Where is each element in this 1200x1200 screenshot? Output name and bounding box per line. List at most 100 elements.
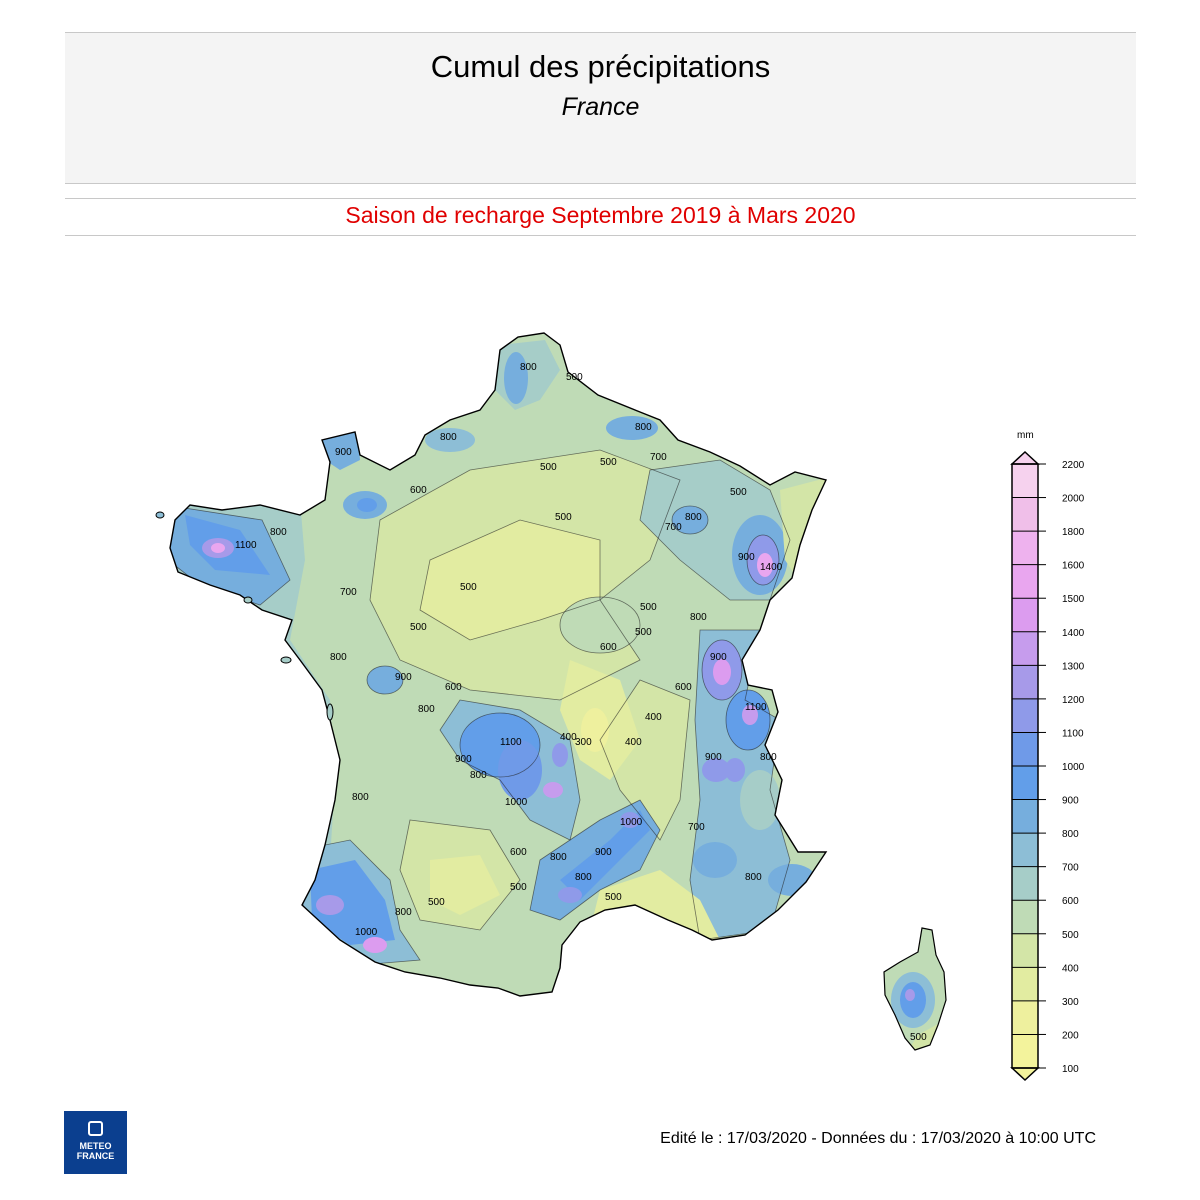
legend-color-band xyxy=(1012,1000,1038,1035)
contour-label: 500 xyxy=(510,882,527,893)
contour-label: 800 xyxy=(690,612,707,623)
legend-color-band xyxy=(1012,933,1038,968)
contour-label: 900 xyxy=(705,752,722,763)
legend-color-band xyxy=(1012,866,1038,901)
contour-label: 900 xyxy=(738,552,755,563)
legend-tick-label: 1600 xyxy=(1062,561,1085,572)
legend-color-band xyxy=(1012,698,1038,733)
legend-tick-label: 200 xyxy=(1062,1030,1079,1041)
legend-color-band xyxy=(1012,531,1038,566)
legend-top-arrow xyxy=(1010,450,1040,465)
contour-label: 1000 xyxy=(620,817,643,828)
contour-label: 500 xyxy=(460,582,477,593)
period-label: Saison de recharge Septembre 2019 à Mars… xyxy=(345,202,856,228)
legend-tick-label: 500 xyxy=(1062,930,1079,941)
legend-color-band xyxy=(1012,732,1038,767)
legend-tick-label: 700 xyxy=(1062,863,1079,874)
contour-label: 800 xyxy=(352,792,369,803)
legend-bottom-arrow xyxy=(1010,1067,1040,1082)
contour-label: 600 xyxy=(410,485,427,496)
contour-label: 400 xyxy=(560,732,577,743)
contour-label: 500 xyxy=(910,1032,927,1043)
legend-color-band xyxy=(1012,766,1038,801)
contour-label: 800 xyxy=(760,752,777,763)
contour-label: 700 xyxy=(688,822,705,833)
contour-label: 700 xyxy=(665,522,682,533)
contour-label: 500 xyxy=(566,372,583,383)
map-subtitle: France xyxy=(561,93,640,121)
contour-label: 1000 xyxy=(505,797,528,808)
contour-label: 500 xyxy=(410,622,427,633)
legend-ticks: 2200 2000 1800 1600 1500 1400 1300 1200 1100 1000… xyxy=(1012,460,1085,1075)
legend-tick-label: 1500 xyxy=(1062,594,1085,605)
contour-label: 800 xyxy=(550,852,567,863)
legend-tick-label: 1300 xyxy=(1062,661,1085,672)
contour-label: 900 xyxy=(395,672,412,683)
logo-text: METEO FRANCE xyxy=(76,1141,115,1161)
contour-label: 1100 xyxy=(745,702,767,713)
contour-label: 800 xyxy=(395,907,412,918)
legend-tick-label: 2000 xyxy=(1062,494,1085,505)
contour-label: 800 xyxy=(635,422,652,433)
contour-label: 500 xyxy=(540,462,557,473)
contour-label: 800 xyxy=(418,704,435,715)
contour-label: 800 xyxy=(745,872,762,883)
legend-color-band xyxy=(1012,1034,1038,1069)
legend-tick-label: 900 xyxy=(1062,796,1079,807)
contour-label: 900 xyxy=(710,652,727,663)
contour-label: 900 xyxy=(455,754,472,765)
legend-tick-label: 600 xyxy=(1062,896,1079,907)
legend-color-band xyxy=(1012,564,1038,599)
contour-label: 1100 xyxy=(500,737,522,748)
contour-label: 400 xyxy=(645,712,662,723)
contour-label: 1000 xyxy=(355,927,378,938)
edit-info: Edité le : 17/03/2020 - Données du : 17/… xyxy=(660,1130,1096,1147)
legend-tick-label: 2200 xyxy=(1062,460,1085,471)
contour-label: 1100 xyxy=(235,540,257,551)
legend-color-band xyxy=(1012,833,1038,868)
contour-label: 600 xyxy=(510,847,527,858)
contour-label: 500 xyxy=(640,602,657,613)
legend-tick-label: 400 xyxy=(1062,963,1079,974)
legend-tick-label: 1800 xyxy=(1062,527,1085,538)
legend-color-band xyxy=(1012,598,1038,633)
contour-label: 700 xyxy=(340,587,357,598)
legend-tick-label: 1000 xyxy=(1062,762,1085,773)
logo-mark-icon xyxy=(88,1121,103,1136)
contour-label: 1400 xyxy=(760,562,783,573)
contour-label: 800 xyxy=(685,512,702,523)
legend-tick-label: 1400 xyxy=(1062,628,1085,639)
contour-label: 800 xyxy=(575,872,592,883)
legend-tick-label: 100 xyxy=(1062,1064,1079,1075)
header-panel: Cumul des précipitations France xyxy=(65,32,1136,184)
contour-label: 600 xyxy=(445,682,462,693)
legend-tick-label: 1200 xyxy=(1062,695,1085,706)
legend-color-band xyxy=(1012,799,1038,834)
contour-label: 800 xyxy=(330,652,347,663)
contour-label: 400 xyxy=(625,737,642,748)
map-title: Cumul des précipitations xyxy=(430,49,771,84)
contour-label: 700 xyxy=(650,452,667,463)
contour-label: 800 xyxy=(270,527,287,538)
legend-tick-label: 1100 xyxy=(1062,728,1084,739)
period-band: Saison de recharge Septembre 2019 à Mars… xyxy=(65,198,1136,236)
contour-label: 500 xyxy=(600,457,617,468)
contour-label: 600 xyxy=(675,682,692,693)
legend-tick-label: 800 xyxy=(1062,829,1079,840)
legend-color-band xyxy=(1012,497,1038,532)
contour-label: 500 xyxy=(428,897,445,908)
contour-label: 500 xyxy=(605,892,622,903)
contour-label: 600 xyxy=(600,642,617,653)
contour-label: 800 xyxy=(520,362,537,373)
legend-color-band xyxy=(1012,631,1038,666)
contour-label: 300 xyxy=(575,737,592,748)
contour-label: 800 xyxy=(470,770,487,781)
legend-color-band xyxy=(1012,900,1038,935)
legend-bands xyxy=(1012,464,1038,1069)
contour-label: 900 xyxy=(335,447,352,458)
legend-color-band xyxy=(1012,665,1038,700)
legend-color-band xyxy=(1012,967,1038,1002)
meteo-france-logo: METEO FRANCE xyxy=(64,1111,127,1174)
